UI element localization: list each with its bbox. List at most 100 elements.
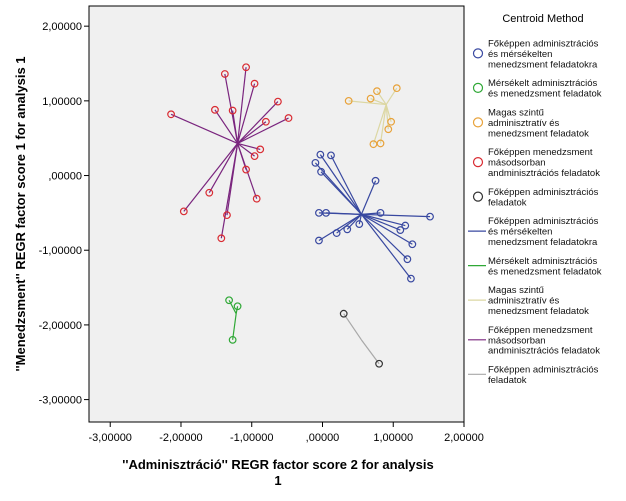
legend-label: Magas szintű [488,108,544,119]
x-tick-label: ,00000 [306,432,340,444]
data-point [317,167,325,176]
legend-label: menedzsment feladatok [488,128,589,139]
data-point [274,97,282,106]
centroid-line [232,313,237,340]
data-point [407,274,415,283]
centroid-line [237,117,289,144]
centroid-line [170,113,238,144]
legend-label: feladatok [488,375,527,386]
data-point [256,145,265,154]
data-point [220,70,229,78]
centroid-line [220,143,239,239]
legend-label: Főképpen adminisztrációs [488,187,599,198]
data-point [225,296,233,305]
legend-label: andminisztrációs feladatok [488,168,600,179]
data-point [167,110,175,119]
legend-title: Centroid Method [502,13,583,25]
centroid-line [237,143,258,199]
centroid-line [326,212,362,215]
data-point [376,139,385,148]
data-point [228,335,237,344]
data-point [392,84,401,93]
data-point [375,359,383,368]
centroid-line [358,214,362,225]
legend-label: és mérsékelten [488,49,552,60]
data-point [396,226,405,234]
data-point [403,255,412,264]
legend-marker [472,117,484,128]
legend-label: Főképpen adminisztrációs [488,39,599,50]
data-point [371,176,380,185]
legend-label: adminisztratív és [488,118,560,129]
y-tick-label: 2,00000 [42,21,82,33]
legend-label: Főképpen adminisztrációs [488,365,599,376]
legend-label: Mérsékelt adminisztrációs [488,256,598,267]
centroid-line [319,154,362,215]
axis-ticks [84,25,465,427]
data-point [242,165,250,174]
data-point [242,63,250,72]
centroid-line [372,104,387,145]
legend-label: menedzsment feladatokra [488,59,598,70]
centroid-line [360,214,412,279]
legend-label: Főképpen menedzsment [488,147,593,158]
data-point [261,117,270,126]
y-tick-label: 1,00000 [42,96,82,108]
centroid-line [318,213,362,242]
data-point [322,208,330,217]
x-axis-label-line-2: 1 [274,473,281,488]
y-tick-label: ,00000 [48,171,82,183]
centroid-line [320,171,362,215]
data-point [344,96,353,105]
data-point [366,94,375,103]
legend-label: és menedzsment feladatok [488,266,602,277]
data-point [252,194,261,203]
data-point [250,152,259,161]
data-point [355,220,364,228]
data-point [217,234,226,243]
data-point [408,240,417,249]
legend-label: andminisztrációs feladatok [488,346,600,357]
legend-label: és mérsékelten [488,227,552,238]
data-point [332,229,341,237]
centroid-line [361,213,406,227]
centroid-line [348,100,387,106]
legend-label: másodsorban [488,335,546,346]
legend-label: Magas szintű [488,285,544,296]
data-point [179,207,188,216]
data-point [311,158,320,167]
centroid-line [236,67,247,144]
data-point [401,221,410,230]
legend-marker [472,48,484,59]
legend-label: Mérsékelt adminisztrációs [488,78,598,89]
data-point [373,87,381,96]
data-point [339,309,348,318]
centroid-line [237,83,256,144]
data-point [376,208,385,217]
centroid-line [343,313,362,341]
centroid-line [361,213,431,218]
centroid-line [232,110,239,144]
data-point [315,236,323,245]
plot-area [88,5,465,423]
data-point [250,79,259,88]
centroid-line [208,143,239,194]
centroid-line [237,101,279,144]
x-tick-label: -1,00000 [230,432,273,444]
data-point [327,151,335,160]
data-points [167,63,434,368]
legend-marker [472,82,484,94]
data-point [205,188,214,197]
centroid-line [360,339,380,365]
centroid-line [214,109,239,144]
centroid-line [385,104,389,130]
x-tick-label: -2,00000 [159,432,202,444]
y-tick-label: -2,00000 [39,320,82,332]
centroid-line [361,213,401,231]
data-point [211,105,219,114]
legend-label: és menedzsment feladatok [488,89,602,100]
legend-marker [472,191,484,202]
data-point [316,150,325,159]
y-tick-label: -3,00000 [39,395,82,407]
